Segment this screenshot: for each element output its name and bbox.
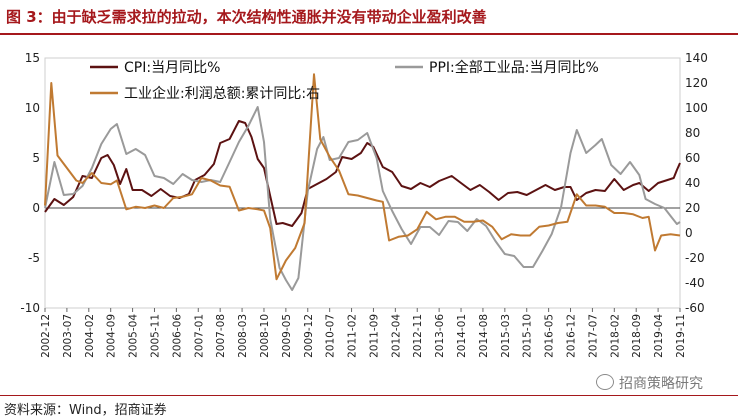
y-right-tick-label: -20: [685, 251, 705, 265]
page-title: 图 3：由于缺乏需求拉的拉动，本次结构性通胀并没有带动企业盈利改善: [6, 8, 487, 26]
y-left-tick-label: 15: [25, 51, 40, 65]
x-tick-label: 2005-04: [128, 314, 140, 358]
legend-label: 工业企业:利润总额:累计同比:右: [124, 85, 320, 102]
x-tick-label: 2014-08: [478, 314, 490, 358]
x-tick-label: 2013-06: [434, 314, 446, 358]
x-tick-label: 2008-10: [259, 314, 271, 358]
x-tick-label: 2016-12: [566, 314, 578, 358]
y-left-tick-label: 5: [32, 151, 40, 165]
x-tick-label: 2018-02: [609, 314, 621, 358]
x-tick-label: 2003-07: [62, 314, 74, 358]
x-tick-label: 2007-08: [215, 314, 227, 358]
x-tick-label: 2009-05: [281, 314, 293, 358]
x-tick-label: 2015-03: [500, 314, 512, 358]
y-left-tick-label: 10: [25, 101, 40, 115]
watermark-text: 招商策略研究: [619, 376, 703, 392]
x-tick-label: 2008-03: [237, 314, 249, 358]
y-right-tick-label: -60: [685, 301, 705, 315]
series-lines: [44, 73, 681, 291]
x-tick-label: 2002-12: [40, 314, 52, 358]
x-tick-label: 2012-04: [390, 314, 402, 358]
y-right-tick-label: 120: [685, 76, 708, 90]
y-right-tick-label: 40: [685, 176, 700, 190]
y-right-tick-label: 100: [685, 101, 708, 115]
watermark: 招商策略研究: [596, 373, 703, 393]
legend: CPI:当月同比% PPI:全部工业品:当月同比% 工业企业:利润总额:累计同比:右: [90, 59, 599, 102]
x-tick-label: 2004-02: [84, 314, 96, 358]
x-tick-label: 2015-10: [522, 314, 534, 358]
x-tick-label: 2017-07: [587, 314, 599, 358]
x-tick-label: 2009-12: [303, 314, 315, 358]
y-right-tick-label: -40: [685, 276, 705, 290]
x-tick-label: 2019-11: [675, 314, 687, 358]
y-left-tick-label: -10: [20, 301, 40, 315]
legend-label: PPI:全部工业品:当月同比%: [429, 59, 599, 76]
x-tick-label: 2006-06: [171, 314, 183, 358]
bottom-rule: [0, 395, 738, 396]
source-note: 资料来源：Wind，招商证券: [4, 403, 167, 418]
x-tick-label: 2011-02: [347, 314, 359, 358]
wechat-icon: [596, 374, 614, 390]
title-rule: [0, 33, 738, 35]
x-tick-label: 2014-01: [456, 314, 468, 358]
y-right-tick-label: 140: [685, 51, 708, 65]
x-tick-label: 2016-05: [544, 314, 556, 358]
x-tick-label: 2012-11: [412, 314, 424, 358]
x-tick-label: 2005-11: [149, 314, 161, 358]
x-tick-label: 2019-04: [653, 314, 665, 358]
title-bar: 图 3：由于缺乏需求拉的拉动，本次结构性通胀并没有带动企业盈利改善: [0, 0, 738, 35]
plot-frame: [44, 57, 681, 309]
y-left-tick-label: -5: [28, 251, 40, 265]
x-tick-label: 2004-09: [106, 314, 118, 358]
series-line-3: [44, 73, 681, 281]
x-tick-label: 2010-07: [325, 314, 337, 358]
x-tick-label: 2011-09: [368, 314, 380, 358]
axes: -10 -5 0 5 10 15 -60 -40 -20 0 20 40 60 80 100 120 140 20…: [20, 51, 708, 358]
y-right-tick-label: 80: [685, 126, 700, 140]
x-tick-label: 2018-09: [631, 314, 643, 358]
y-right-tick-label: 0: [685, 226, 693, 240]
y-right-tick-label: 20: [685, 201, 700, 215]
y-left-tick-label: 0: [32, 201, 40, 215]
legend-label: CPI:当月同比%: [124, 60, 220, 76]
y-right-tick-label: 60: [685, 151, 700, 165]
x-tick-label: 2007-01: [193, 314, 205, 358]
series-line-2: [44, 106, 681, 291]
